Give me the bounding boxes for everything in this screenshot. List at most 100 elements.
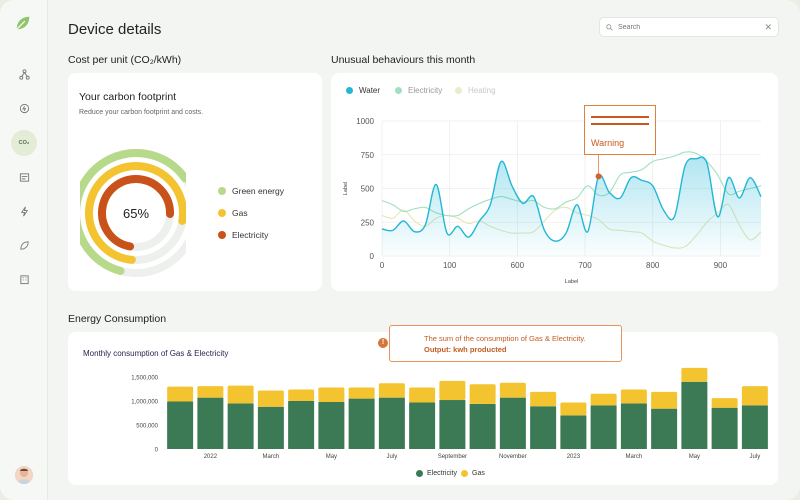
legend-item-gas[interactable]: Gas	[461, 470, 485, 477]
sidebar-item-energy[interactable]	[11, 95, 37, 121]
line-chart: 0 250 500 750 1000 0 100 600 700 800 900 Label Label	[343, 117, 762, 285]
legend-label: Gas	[472, 470, 485, 477]
heating-dot	[455, 87, 462, 94]
gas-dot	[218, 209, 226, 217]
bar-gas	[651, 391, 678, 409]
info-tooltip: The sum of the consumption of Gas & Elec…	[389, 325, 622, 362]
carbon-donut-chart: 65%	[80, 149, 186, 277]
y-tick-label: 1000	[356, 117, 374, 126]
avatar-image	[15, 466, 33, 484]
bar-gas	[318, 387, 345, 402]
sidebar-item-building[interactable]	[11, 266, 37, 292]
legend-label: Green energy	[232, 186, 284, 196]
legend-label: Electricity	[427, 470, 457, 477]
electricity-dot	[395, 87, 402, 94]
legend-item-water[interactable]: Water	[346, 86, 380, 95]
legend-label: Heating	[468, 86, 496, 95]
search-input[interactable]	[618, 23, 758, 31]
bar-gas	[409, 387, 436, 403]
sidebar-item-leaf[interactable]	[11, 232, 37, 258]
page-title: Device details	[68, 21, 162, 38]
report-icon	[19, 172, 29, 182]
sidebar-item-reports[interactable]	[11, 164, 37, 190]
main-content: Device details ✕ Cost per unit (CO₂/kWh)…	[48, 0, 800, 500]
water-dot	[346, 87, 353, 94]
sidebar-item-network[interactable]	[11, 61, 37, 87]
x-tick-label: 800	[646, 261, 660, 270]
x-axis-label: Label	[565, 279, 578, 285]
bar-electricity	[197, 397, 224, 449]
warning-point	[595, 173, 602, 180]
search-box[interactable]: ✕	[599, 17, 779, 37]
cost-section-title: Cost per unit (CO₂/kWh)	[68, 54, 182, 66]
y-tick-label: 500	[361, 185, 375, 194]
legend-item-electricity[interactable]: Electricity	[416, 470, 457, 477]
bar-chart-title: Monthly consumption of Gas & Electricity	[83, 349, 229, 358]
carbon-footprint-card: Your carbon footprint Reduce your carbon…	[68, 73, 322, 291]
legend-item-green-energy: Green energy	[218, 186, 284, 196]
bar-gas	[681, 367, 708, 382]
bar-electricity	[439, 400, 466, 449]
bar-gas	[469, 384, 496, 404]
energy-cycle-icon	[19, 103, 29, 113]
bar-electricity	[469, 403, 496, 449]
lightning-icon	[20, 206, 28, 216]
bar-gas	[348, 387, 375, 399]
x-tick-label: May	[326, 454, 337, 460]
sidebar-item-co2[interactable]: CO₂	[11, 130, 37, 156]
bar-electricity	[741, 405, 768, 449]
carbon-card-title: Your carbon footprint	[79, 91, 177, 103]
bar-gas	[560, 402, 587, 416]
legend-item-gas: Gas	[218, 208, 248, 218]
legend-item-heating[interactable]: Heating	[455, 86, 496, 95]
bar-electricity	[530, 406, 557, 449]
bar-electricity	[227, 403, 254, 449]
x-tick-label: March	[263, 454, 280, 460]
y-tick-label: 0	[370, 252, 375, 261]
x-tick-label: 100	[443, 261, 457, 270]
energy-consumption-card: Monthly consumption of Gas & Electricity…	[68, 332, 778, 485]
leaf-icon	[19, 240, 29, 250]
water-line	[381, 156, 762, 242]
bar-electricity	[167, 401, 194, 449]
bar-gas	[741, 386, 768, 406]
bar-gas	[590, 393, 617, 406]
electricity-dot	[416, 470, 423, 477]
co2-icon: CO₂	[18, 140, 30, 146]
bar-electricity	[288, 401, 315, 449]
bar-electricity	[257, 406, 284, 449]
electricity-dot	[218, 231, 226, 239]
bar-electricity	[318, 401, 345, 449]
gas-ring	[85, 162, 186, 264]
info-icon[interactable]: !	[378, 338, 388, 348]
legend-label: Gas	[232, 208, 248, 218]
y-tick-label: 1,500,000	[131, 376, 158, 382]
carbon-card-subtitle: Reduce your carbon footprint and costs.	[79, 109, 204, 116]
x-tick-label: 600	[511, 261, 525, 270]
bar-electricity	[378, 397, 405, 449]
bar-gas	[378, 383, 405, 398]
gas-dot	[461, 470, 468, 477]
building-icon	[19, 274, 29, 284]
bar-electricity	[620, 403, 647, 449]
x-tick-label: 2022	[204, 454, 218, 460]
x-tick-label: 0	[380, 261, 385, 270]
sidebar-item-power[interactable]	[11, 198, 37, 224]
close-icon[interactable]: ✕	[764, 21, 772, 32]
bar-gas	[499, 382, 526, 398]
legend-item-electricity[interactable]: Electricity	[395, 86, 442, 95]
bar-gas	[439, 380, 466, 401]
user-avatar[interactable]	[15, 466, 33, 484]
y-tick-label: 750	[361, 151, 375, 160]
legend-label: Electricity	[408, 86, 443, 95]
unusual-behaviour-card: Water Electricity Heating 0 250 500 750 1000…	[331, 73, 778, 291]
y-tick-label: 250	[361, 218, 375, 227]
x-tick-label: May	[689, 454, 700, 460]
bar-electricity	[681, 381, 708, 449]
bar-electricity	[409, 402, 436, 449]
bar-electricity	[651, 408, 678, 449]
bar-chart: 0 500,000 1,000,000 1,500,000 2022 March May Ju…	[131, 367, 768, 460]
bar-electricity	[560, 415, 587, 449]
y-tick-label: 500,000	[136, 424, 158, 430]
